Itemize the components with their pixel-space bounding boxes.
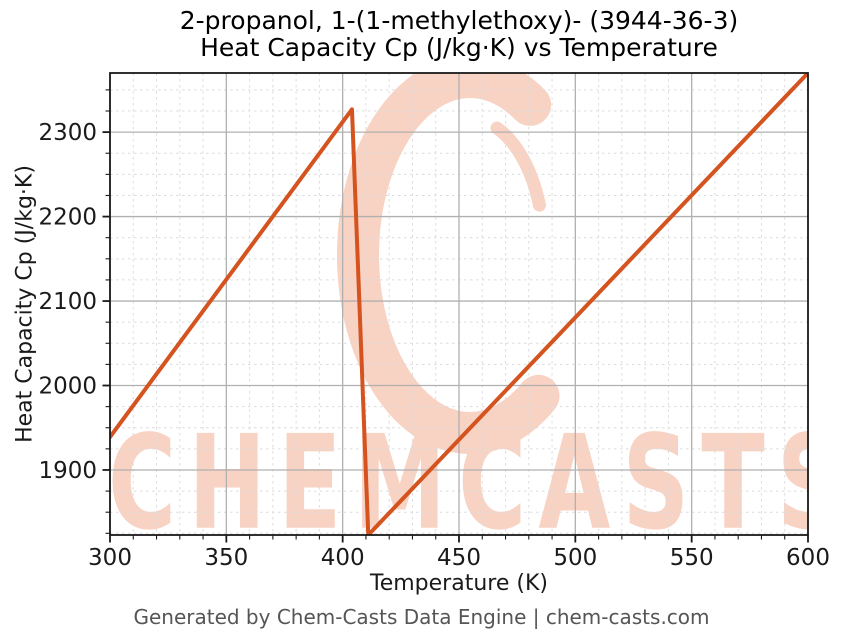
series-group — [110, 73, 808, 535]
y-tick-label: 2300 — [38, 120, 97, 146]
x-tick-label: 350 — [204, 545, 248, 571]
x-tick-label: 500 — [553, 545, 597, 571]
x-axis-label: Temperature (K) — [370, 571, 548, 596]
y-tick-label: 2200 — [38, 205, 97, 231]
series-line — [110, 73, 808, 535]
chart-title-line2: Heat Capacity Cp (J/kg·K) vs Temperature — [200, 33, 718, 62]
tick-labels: 300 350 400 450 500 550 600 1900 2000 2100 2200 230… — [38, 120, 830, 571]
x-tick-label: 600 — [786, 545, 830, 571]
chart-title: 2-propanol, 1-(1-methylethoxy)- (3944-36… — [75, 7, 843, 61]
watermark-swirl-inner-icon — [385, 111, 551, 389]
chart-title-line1: 2-propanol, 1-(1-methylethoxy)- (3944-36… — [179, 6, 739, 35]
x-tick-label: 300 — [88, 545, 132, 571]
y-tick-label: 2000 — [38, 374, 97, 400]
y-tick-label: 1900 — [38, 458, 97, 484]
watermark-swirl-icon — [337, 73, 603, 454]
x-tick-label: 450 — [437, 545, 481, 571]
y-tick-label: 2100 — [38, 289, 97, 315]
watermark-text: CHEMCASTS — [108, 407, 843, 559]
x-tick-label: 400 — [321, 545, 365, 571]
plot-spines — [109, 72, 809, 536]
attribution-footer: Generated by Chem-Casts Data Engine | ch… — [133, 605, 710, 629]
x-tick-label: 550 — [670, 545, 714, 571]
